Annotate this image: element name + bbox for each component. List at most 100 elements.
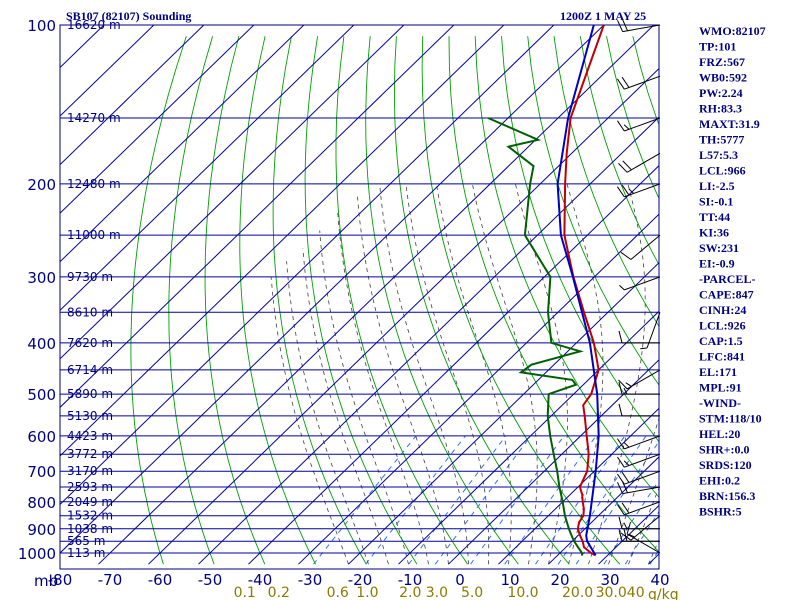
wind-barb-staff (626, 369, 661, 390)
index-item: EHI:0.2 (699, 474, 740, 488)
temperature-tick-label: -10 (398, 571, 423, 589)
index-item: CAPE:847 (699, 288, 754, 302)
isotherm (60, 25, 555, 506)
wind-barb-feather (623, 124, 630, 130)
background-lines (0, 13, 800, 565)
moist-adiabat (286, 261, 369, 565)
index-item: SHR+:0.0 (699, 443, 750, 457)
isotherm (60, 25, 405, 360)
dry-adiabat (501, 36, 659, 443)
isotherm (548, 456, 659, 565)
wind-barb-feather (620, 251, 632, 260)
isotherm (0, 13, 66, 564)
pressure-label: 600 (27, 428, 56, 446)
wind-barb-feather (618, 403, 623, 417)
dry-adiabat (474, 36, 659, 498)
wind-barb (618, 369, 661, 390)
wind-barb-feather (628, 188, 635, 194)
index-item: TH:5777 (699, 133, 744, 147)
index-item: LI:-2.5 (699, 179, 735, 193)
height-label: 1532 m (67, 509, 113, 523)
moist-adiabat (302, 248, 389, 565)
wind-barb-feather (623, 387, 628, 395)
dewpoint-trace (487, 117, 584, 556)
temperature-tick-label: 20 (550, 571, 569, 589)
height-label: 1038 m (67, 522, 113, 536)
index-item: LCL:926 (699, 319, 746, 333)
wind-barb-feather (623, 529, 628, 542)
mixing-ratio-label: 0.2 (268, 585, 290, 600)
index-item: MPL:91 (699, 381, 742, 395)
wind-barb (618, 529, 660, 542)
wind-barb-feather (628, 533, 635, 538)
dry-adiabat (239, 36, 316, 565)
sounding-profiles (487, 25, 605, 557)
temperature-tick-label: 40 (650, 571, 669, 589)
mixing-ratio-label: 40 (627, 585, 645, 600)
pressure-label: 800 (27, 494, 56, 512)
pressure-label: 200 (27, 176, 56, 194)
temperature-tick-label: 10 (500, 571, 519, 589)
time-title: 1200Z 1 MAY 25 (560, 9, 646, 23)
wind-barb (618, 403, 660, 417)
moist-adiabat (337, 210, 429, 565)
wind-barb (620, 234, 661, 260)
mixing-ratio-label: 0.1 (234, 585, 256, 600)
index-item: BRN:156.3 (699, 489, 755, 503)
index-item: -WIND- (699, 396, 741, 410)
wind-barb (616, 183, 661, 198)
mixing-ratio-line (535, 435, 626, 565)
wind-barb-feather (640, 347, 648, 350)
mixing-ratio-label: 30.0 (596, 585, 627, 600)
dry-adiabat (790, 36, 800, 564)
wind-barb (617, 19, 661, 33)
wind-barb-feather (616, 438, 625, 450)
wind-barb-staff (624, 75, 661, 90)
height-label: 16620 m (67, 18, 121, 32)
wind-barb-feather (619, 284, 625, 291)
mixing-ratio-label: 20.0 (562, 585, 593, 600)
index-item: BSHR:5 (699, 505, 742, 519)
index-item: SRDS:120 (699, 458, 752, 472)
isotherm (60, 25, 605, 554)
station-title: SB107 (82107) Sounding (66, 9, 191, 23)
wind-barb-feather (622, 19, 628, 31)
wind-barb-feather (618, 379, 628, 390)
index-item: L57:5.3 (699, 148, 738, 162)
wind-barb (616, 453, 661, 468)
wind-barb (617, 481, 661, 495)
wind-barb-feather (616, 78, 625, 90)
index-item: TT:44 (699, 210, 730, 224)
height-label: 3170 m (67, 464, 113, 478)
height-label: 11000 m (67, 228, 121, 242)
index-item: HEL:20 (699, 427, 740, 441)
isotherm (60, 25, 305, 263)
wind-barb-staff (624, 183, 661, 198)
moist-adiabat (270, 276, 349, 565)
index-item: CINH:24 (699, 303, 746, 317)
index-item: EL:171 (699, 365, 737, 379)
wind-barb-feather (621, 502, 630, 514)
wind-barb-feather (623, 442, 630, 448)
wind-barb-feather (618, 381, 623, 395)
pressure-label: 1000 (18, 545, 56, 563)
index-item: EI:-0.9 (699, 257, 735, 271)
isotherm (498, 407, 659, 565)
index-item: KI:36 (699, 226, 729, 240)
temperature-tick-label: -50 (198, 571, 223, 589)
pressure-unit-label: mb (34, 572, 58, 590)
wind-barb-staff (624, 453, 661, 468)
wind-barb-feather (618, 516, 623, 529)
wind-barb-feather (618, 163, 628, 173)
mixing-ratio-line (408, 435, 507, 565)
index-item: WB0:592 (699, 71, 747, 85)
isotherm (448, 359, 659, 565)
mixing-ratio-line (313, 435, 417, 565)
mixing-ratio-line (470, 435, 565, 565)
index-item: LCL:966 (699, 164, 746, 178)
pressure-label: 700 (27, 463, 56, 481)
wind-barb (616, 75, 661, 90)
wind-barb-feather (623, 522, 628, 530)
